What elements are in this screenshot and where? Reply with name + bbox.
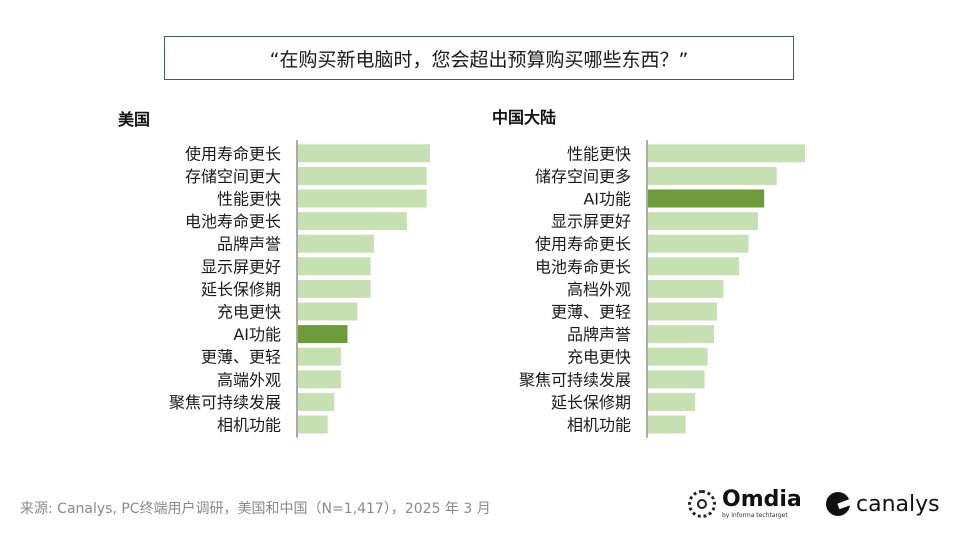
bar-us-2 [298, 189, 427, 208]
bar-cn-9 [648, 347, 708, 366]
bar-us-5 [298, 257, 371, 276]
chart-title-us: 美国 [118, 110, 151, 129]
bar-us-8 [298, 325, 348, 344]
category-label-us-12: 相机功能 [217, 416, 281, 435]
source-note: 来源: Canalys, PC终端用户调研，美国和中国（N=1,417），202… [20, 501, 491, 517]
bar-us-1 [298, 166, 427, 185]
category-label-cn-11: 延长保修期 [551, 393, 631, 412]
category-label-us-9: 更薄、更轻 [201, 348, 281, 367]
bar-us-4 [298, 234, 374, 253]
bar-cn-1 [648, 166, 777, 185]
category-label-us-7: 充电更快 [217, 303, 281, 322]
question-text: “在购买新电脑时，您会超出预算购买哪些东西？” [269, 48, 689, 71]
bar-cn-5 [648, 257, 740, 276]
bar-cn-8 [648, 325, 714, 344]
category-label-us-0: 使用寿命更长 [185, 144, 281, 163]
bar-us-3 [298, 212, 407, 231]
canalys-mark-icon [826, 492, 850, 516]
category-label-cn-12: 相机功能 [567, 416, 631, 435]
category-label-us-6: 延长保修期 [201, 280, 281, 299]
bar-us-10 [298, 370, 341, 389]
bar-cn-10 [648, 370, 705, 389]
bar-cn-11 [648, 392, 696, 411]
bar-us-12 [298, 415, 328, 434]
bar-cn-4 [648, 234, 749, 253]
category-label-cn-2: AI功能 [583, 190, 631, 209]
bar-cn-12 [648, 415, 686, 434]
bar-us-9 [298, 347, 341, 366]
bar-cn-6 [648, 279, 724, 298]
category-label-us-3: 电池寿命更长 [185, 212, 281, 231]
question-box: “在购买新电脑时，您会超出预算购买哪些东西？” [164, 36, 794, 80]
canalys-logo: canalys [826, 486, 940, 522]
category-label-cn-5: 电池寿命更长 [535, 257, 631, 276]
omdia-logo-text: Omdia [722, 487, 802, 512]
category-label-us-4: 品牌声誉 [217, 235, 281, 254]
bar-cn-2 [648, 189, 765, 208]
omdia-ring-icon [688, 490, 716, 518]
bar-us-6 [298, 279, 371, 298]
category-label-cn-6: 高档外观 [567, 280, 631, 299]
bar-cn-0 [648, 144, 805, 163]
category-label-us-8: AI功能 [233, 325, 281, 344]
category-label-cn-10: 聚焦可持续发展 [519, 370, 631, 389]
omdia-logo: Omdia by informa techtarget [688, 484, 802, 524]
category-label-us-10: 高端外观 [217, 370, 281, 389]
category-label-cn-0: 性能更快 [567, 144, 631, 163]
bar-us-11 [298, 392, 335, 411]
category-label-cn-4: 使用寿命更长 [535, 235, 631, 254]
bar-cn-3 [648, 212, 758, 231]
category-label-cn-7: 更薄、更轻 [551, 303, 631, 322]
canalys-logo-text: canalys [856, 491, 940, 517]
category-label-us-2: 性能更快 [217, 190, 281, 209]
category-label-cn-9: 充电更快 [567, 348, 631, 367]
category-label-us-5: 显示屏更好 [201, 257, 281, 276]
category-label-cn-3: 显示屏更好 [551, 212, 631, 231]
omdia-logo-subtext: by informa techtarget [722, 512, 788, 519]
category-label-cn-1: 储存空间更多 [535, 167, 631, 186]
bar-cn-7 [648, 302, 718, 321]
category-label-us-1: 存储空间更大 [185, 167, 281, 186]
category-label-cn-8: 品牌声誉 [567, 325, 631, 344]
chart-title-cn: 中国大陆 [492, 108, 557, 127]
bar-us-0 [298, 144, 430, 163]
category-label-us-11: 聚焦可持续发展 [169, 393, 281, 412]
bar-us-7 [298, 302, 358, 321]
